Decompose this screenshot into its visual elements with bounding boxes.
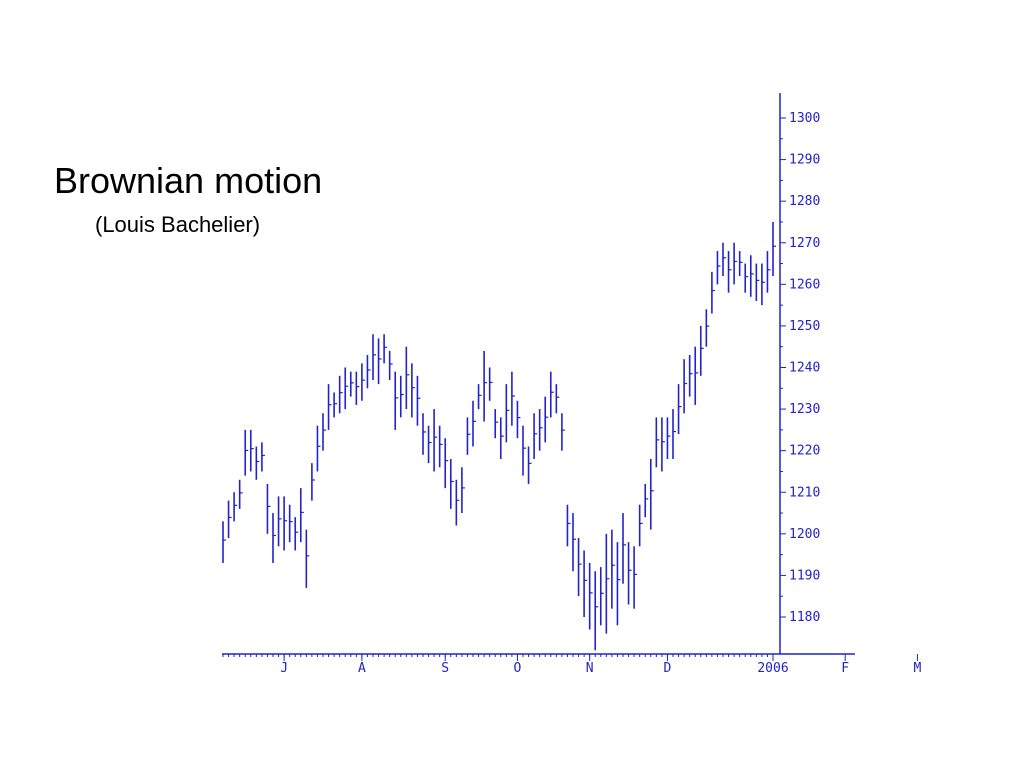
y-tick-label: 1210 xyxy=(789,485,820,500)
x-tick-label: N xyxy=(586,661,594,676)
x-tick-label: D xyxy=(664,661,672,676)
y-tick-label: 1230 xyxy=(789,402,820,417)
y-tick-label: 1190 xyxy=(789,568,820,583)
x-tick-label: F xyxy=(841,661,849,676)
y-tick-label: 1220 xyxy=(789,444,820,459)
x-tick-label: O xyxy=(514,661,522,676)
y-tick-label: 1270 xyxy=(789,236,820,251)
y-tick-label: 1280 xyxy=(789,194,820,209)
slide-subtitle: (Louis Bachelier) xyxy=(95,212,261,237)
x-tick-label: S xyxy=(441,661,449,676)
y-tick-label: 1180 xyxy=(789,610,820,625)
x-tick-label: 2006 xyxy=(757,661,788,676)
y-tick-label: 1240 xyxy=(789,361,820,376)
y-tick-label: 1260 xyxy=(789,277,820,292)
slide-title: Brownian motion xyxy=(54,160,323,201)
x-tick-label: A xyxy=(358,661,366,676)
x-tick-label: M xyxy=(914,661,922,676)
y-tick-label: 1290 xyxy=(789,153,820,168)
x-tick-label: J xyxy=(280,661,288,676)
y-tick-label: 1300 xyxy=(789,111,820,126)
y-tick-label: 1250 xyxy=(789,319,820,334)
y-tick-label: 1200 xyxy=(789,527,820,542)
